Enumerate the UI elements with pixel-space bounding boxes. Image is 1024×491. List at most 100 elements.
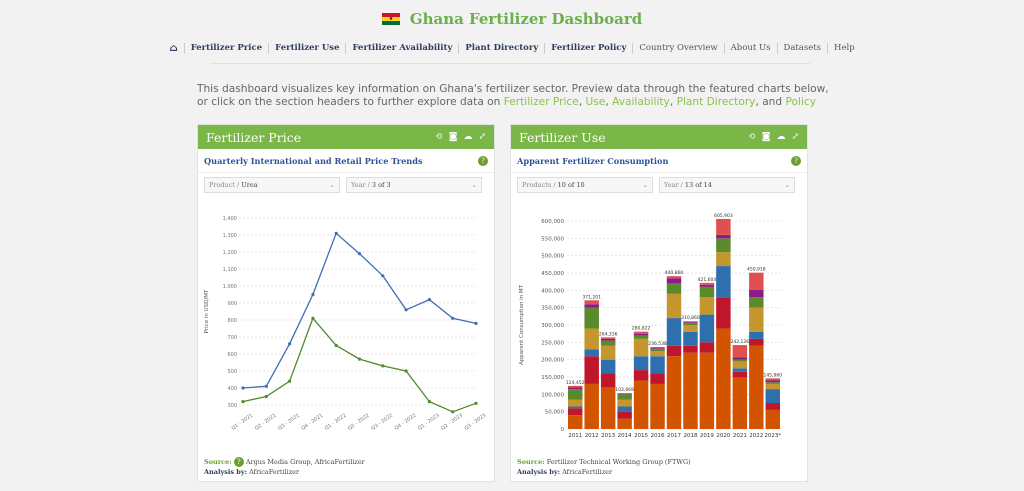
bar-segment	[633, 356, 649, 371]
data-point	[474, 401, 478, 405]
chevron-down-icon: ⌄	[471, 181, 477, 189]
nav-about-us[interactable]: About Us	[725, 43, 778, 54]
reset-icon[interactable]: ⟲	[748, 132, 756, 142]
intro-link-price[interactable]: Fertilizer Price	[503, 96, 579, 108]
bar-segment	[584, 307, 599, 329]
products-select[interactable]: Products / 10 of 10 ⌄	[517, 177, 653, 193]
bar-segment	[749, 338, 764, 346]
bar-segment	[666, 345, 682, 357]
bar-segment	[749, 272, 764, 291]
panel-title[interactable]: Fertilizer Use	[519, 129, 606, 145]
nav-fertilizer-use[interactable]: Fertilizer Use	[269, 43, 347, 54]
bar-segment	[699, 286, 715, 298]
bar-segment	[666, 356, 682, 429]
product-select[interactable]: Product / Urea ⌄	[204, 177, 340, 193]
bar-total-label: 145,960	[763, 372, 782, 378]
x-tick-label: 2014	[618, 433, 632, 439]
bar-segment	[584, 304, 599, 308]
bar-segment	[633, 333, 649, 336]
bar-segment	[568, 399, 583, 407]
bar-segment	[650, 373, 665, 384]
data-point	[474, 321, 478, 325]
bar-segment	[600, 373, 616, 388]
bar-segment	[568, 387, 583, 390]
data-point	[381, 364, 385, 368]
chevron-down-icon: ⌄	[784, 181, 790, 189]
x-tick-label: 2019	[700, 433, 714, 439]
intro-link-plant-directory[interactable]: Plant Directory	[676, 96, 756, 108]
bar-segment	[617, 393, 632, 395]
x-tick-label: 2018	[683, 433, 697, 439]
y-tick-label: 400,000	[541, 288, 564, 294]
bar-segment	[716, 297, 731, 329]
home-icon[interactable]: ⌂	[163, 43, 185, 54]
bar-segment	[584, 383, 599, 429]
intro-link-policy[interactable]: Policy	[785, 96, 816, 108]
bar-segment	[732, 368, 748, 372]
bar-segment	[666, 318, 682, 346]
x-tick-label: 2020	[716, 433, 730, 439]
nav-fertilizer-price[interactable]: Fertilizer Price	[185, 43, 270, 54]
y-tick-label: 100,000	[541, 392, 564, 398]
ghana-flag-icon: ★	[381, 12, 400, 26]
bar-segment	[683, 322, 698, 324]
bar-total-label: 103,669	[615, 387, 634, 393]
site-title[interactable]: Ghana Fertilizer Dashboard	[409, 10, 643, 28]
bar-segment	[716, 238, 731, 253]
y-tick-label: 250,000	[541, 340, 564, 346]
panel-title[interactable]: Fertilizer Price	[206, 129, 302, 145]
help-icon[interactable]: ?	[791, 155, 801, 166]
data-point	[404, 308, 408, 312]
bar-segment	[600, 338, 616, 341]
nav-country-overview[interactable]: Country Overview	[633, 43, 725, 54]
x-tick-label: 2016	[651, 433, 665, 439]
bar-segment	[600, 387, 616, 429]
data-point	[264, 384, 268, 388]
nav-fertilizer-policy[interactable]: Fertilizer Policy	[545, 43, 634, 54]
expand-icon[interactable]: ⤢	[791, 132, 799, 142]
nav-datasets[interactable]: Datasets	[778, 43, 829, 54]
intro-link-use[interactable]: Use	[585, 96, 606, 108]
y-tick-label: 450,000	[541, 271, 564, 277]
chart-subtitle: Quarterly International and Retail Price…	[204, 155, 423, 166]
y-tick-label: 300,000	[541, 323, 564, 329]
camera-icon[interactable]: ◙	[448, 132, 458, 142]
bar-segment	[617, 399, 632, 407]
nav-help[interactable]: Help	[834, 43, 855, 53]
x-tick-label: 2012	[585, 433, 599, 439]
y-tick-label: 700	[227, 335, 237, 341]
x-tick-label: 2011	[568, 433, 582, 439]
download-icon[interactable]: ☁	[776, 132, 786, 142]
expand-icon[interactable]: ⤢	[478, 132, 486, 142]
y-axis-label: Apparent Consumption in MT	[519, 284, 525, 365]
year-select[interactable]: Year / 13 of 14 ⌄	[659, 177, 795, 193]
consumption-bar-chart: 0 50,000 100,000 150,000 200,000 250,000 300,0…	[511, 203, 809, 449]
x-tick-label: 2015	[634, 433, 648, 439]
data-point	[357, 252, 362, 256]
y-tick-label: 1,400	[223, 216, 237, 222]
info-icon[interactable]: ?	[233, 457, 244, 467]
year-select[interactable]: Year / 3 of 3 ⌄	[346, 177, 482, 193]
y-tick-label: 550,000	[541, 236, 564, 242]
intro-link-availability[interactable]: Availability	[612, 96, 670, 108]
nav-plant-directory[interactable]: Plant Directory	[459, 43, 546, 54]
bar-segment	[600, 337, 616, 339]
x-tick-label: Q1 - 2021	[231, 413, 255, 432]
bar-total-label: 450,918	[747, 267, 766, 273]
data-point	[288, 342, 292, 346]
camera-icon[interactable]: ◙	[761, 132, 771, 142]
download-icon[interactable]: ☁	[463, 132, 473, 142]
bar-segment	[699, 314, 715, 343]
x-tick-label: 2021	[733, 433, 747, 439]
help-icon[interactable]: ?	[478, 155, 488, 166]
bar-segment	[699, 342, 715, 353]
bar-segment	[617, 394, 632, 400]
reset-icon[interactable]: ⟲	[435, 132, 443, 142]
bar-segment	[584, 300, 599, 305]
nav-fertilizer-availability[interactable]: Fertilizer Availability	[346, 43, 460, 54]
bar-segment	[765, 403, 780, 410]
bar-segment	[749, 307, 764, 332]
chevron-down-icon: ⌄	[642, 181, 648, 189]
bar-segment	[584, 349, 599, 357]
bar-total-label: 280,822	[632, 326, 651, 332]
